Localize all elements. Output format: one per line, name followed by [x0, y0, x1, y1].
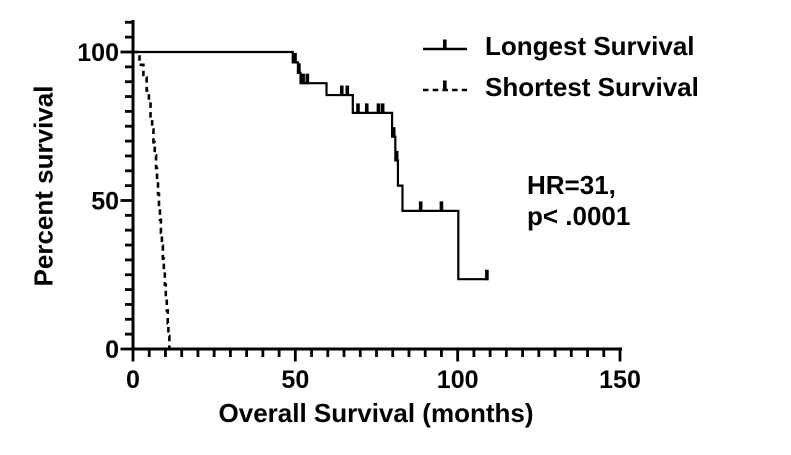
hr-pvalue-annotation: HR=31, p< .0001	[527, 170, 630, 232]
censor-tick	[391, 127, 396, 138]
x-tick-label-0: 0	[126, 366, 140, 394]
x-tick-label-50: 50	[281, 366, 309, 394]
censor-tick	[305, 73, 310, 85]
censor-tick	[356, 103, 360, 114]
censor-tick	[301, 73, 305, 85]
legend: Longest Survival Shortest Survival	[421, 30, 699, 112]
censor-tick	[297, 63, 301, 74]
legend-label: Longest Survival	[485, 30, 695, 61]
censor-tick	[345, 85, 350, 97]
x-tick-label-100: 100	[437, 366, 479, 394]
legend-item-longest-survival: Longest Survival	[421, 30, 699, 62]
censor-tick	[394, 150, 399, 162]
censor-tick	[376, 103, 381, 114]
censor-tick	[293, 52, 297, 64]
y-tick-label-0: 0	[105, 336, 119, 364]
censor-tick	[364, 103, 369, 114]
censor-tick	[485, 269, 489, 281]
solid-line-with-censor-tick-icon	[423, 39, 467, 51]
y-tick-label-50: 50	[91, 188, 119, 216]
p-value: p< .0001	[527, 201, 631, 231]
legend-label: Shortest Survival	[485, 71, 699, 102]
legend-item-shortest-survival: Shortest Survival	[421, 71, 699, 103]
censor-tick	[418, 201, 423, 212]
x-tick-label-150: 150	[599, 366, 641, 394]
censor-tick	[380, 103, 385, 114]
y-axis-title: Percent survival	[28, 85, 59, 287]
hr-value: HR=31,	[527, 170, 616, 200]
dashed-line-with-censor-tick-icon	[423, 80, 467, 92]
curve-shortest-survival	[133, 50, 171, 349]
x-axis-title: Overall Survival (months)	[218, 398, 534, 428]
censor-tick	[439, 201, 444, 212]
censor-tick	[339, 85, 344, 97]
y-tick-label-100: 100	[77, 39, 119, 67]
